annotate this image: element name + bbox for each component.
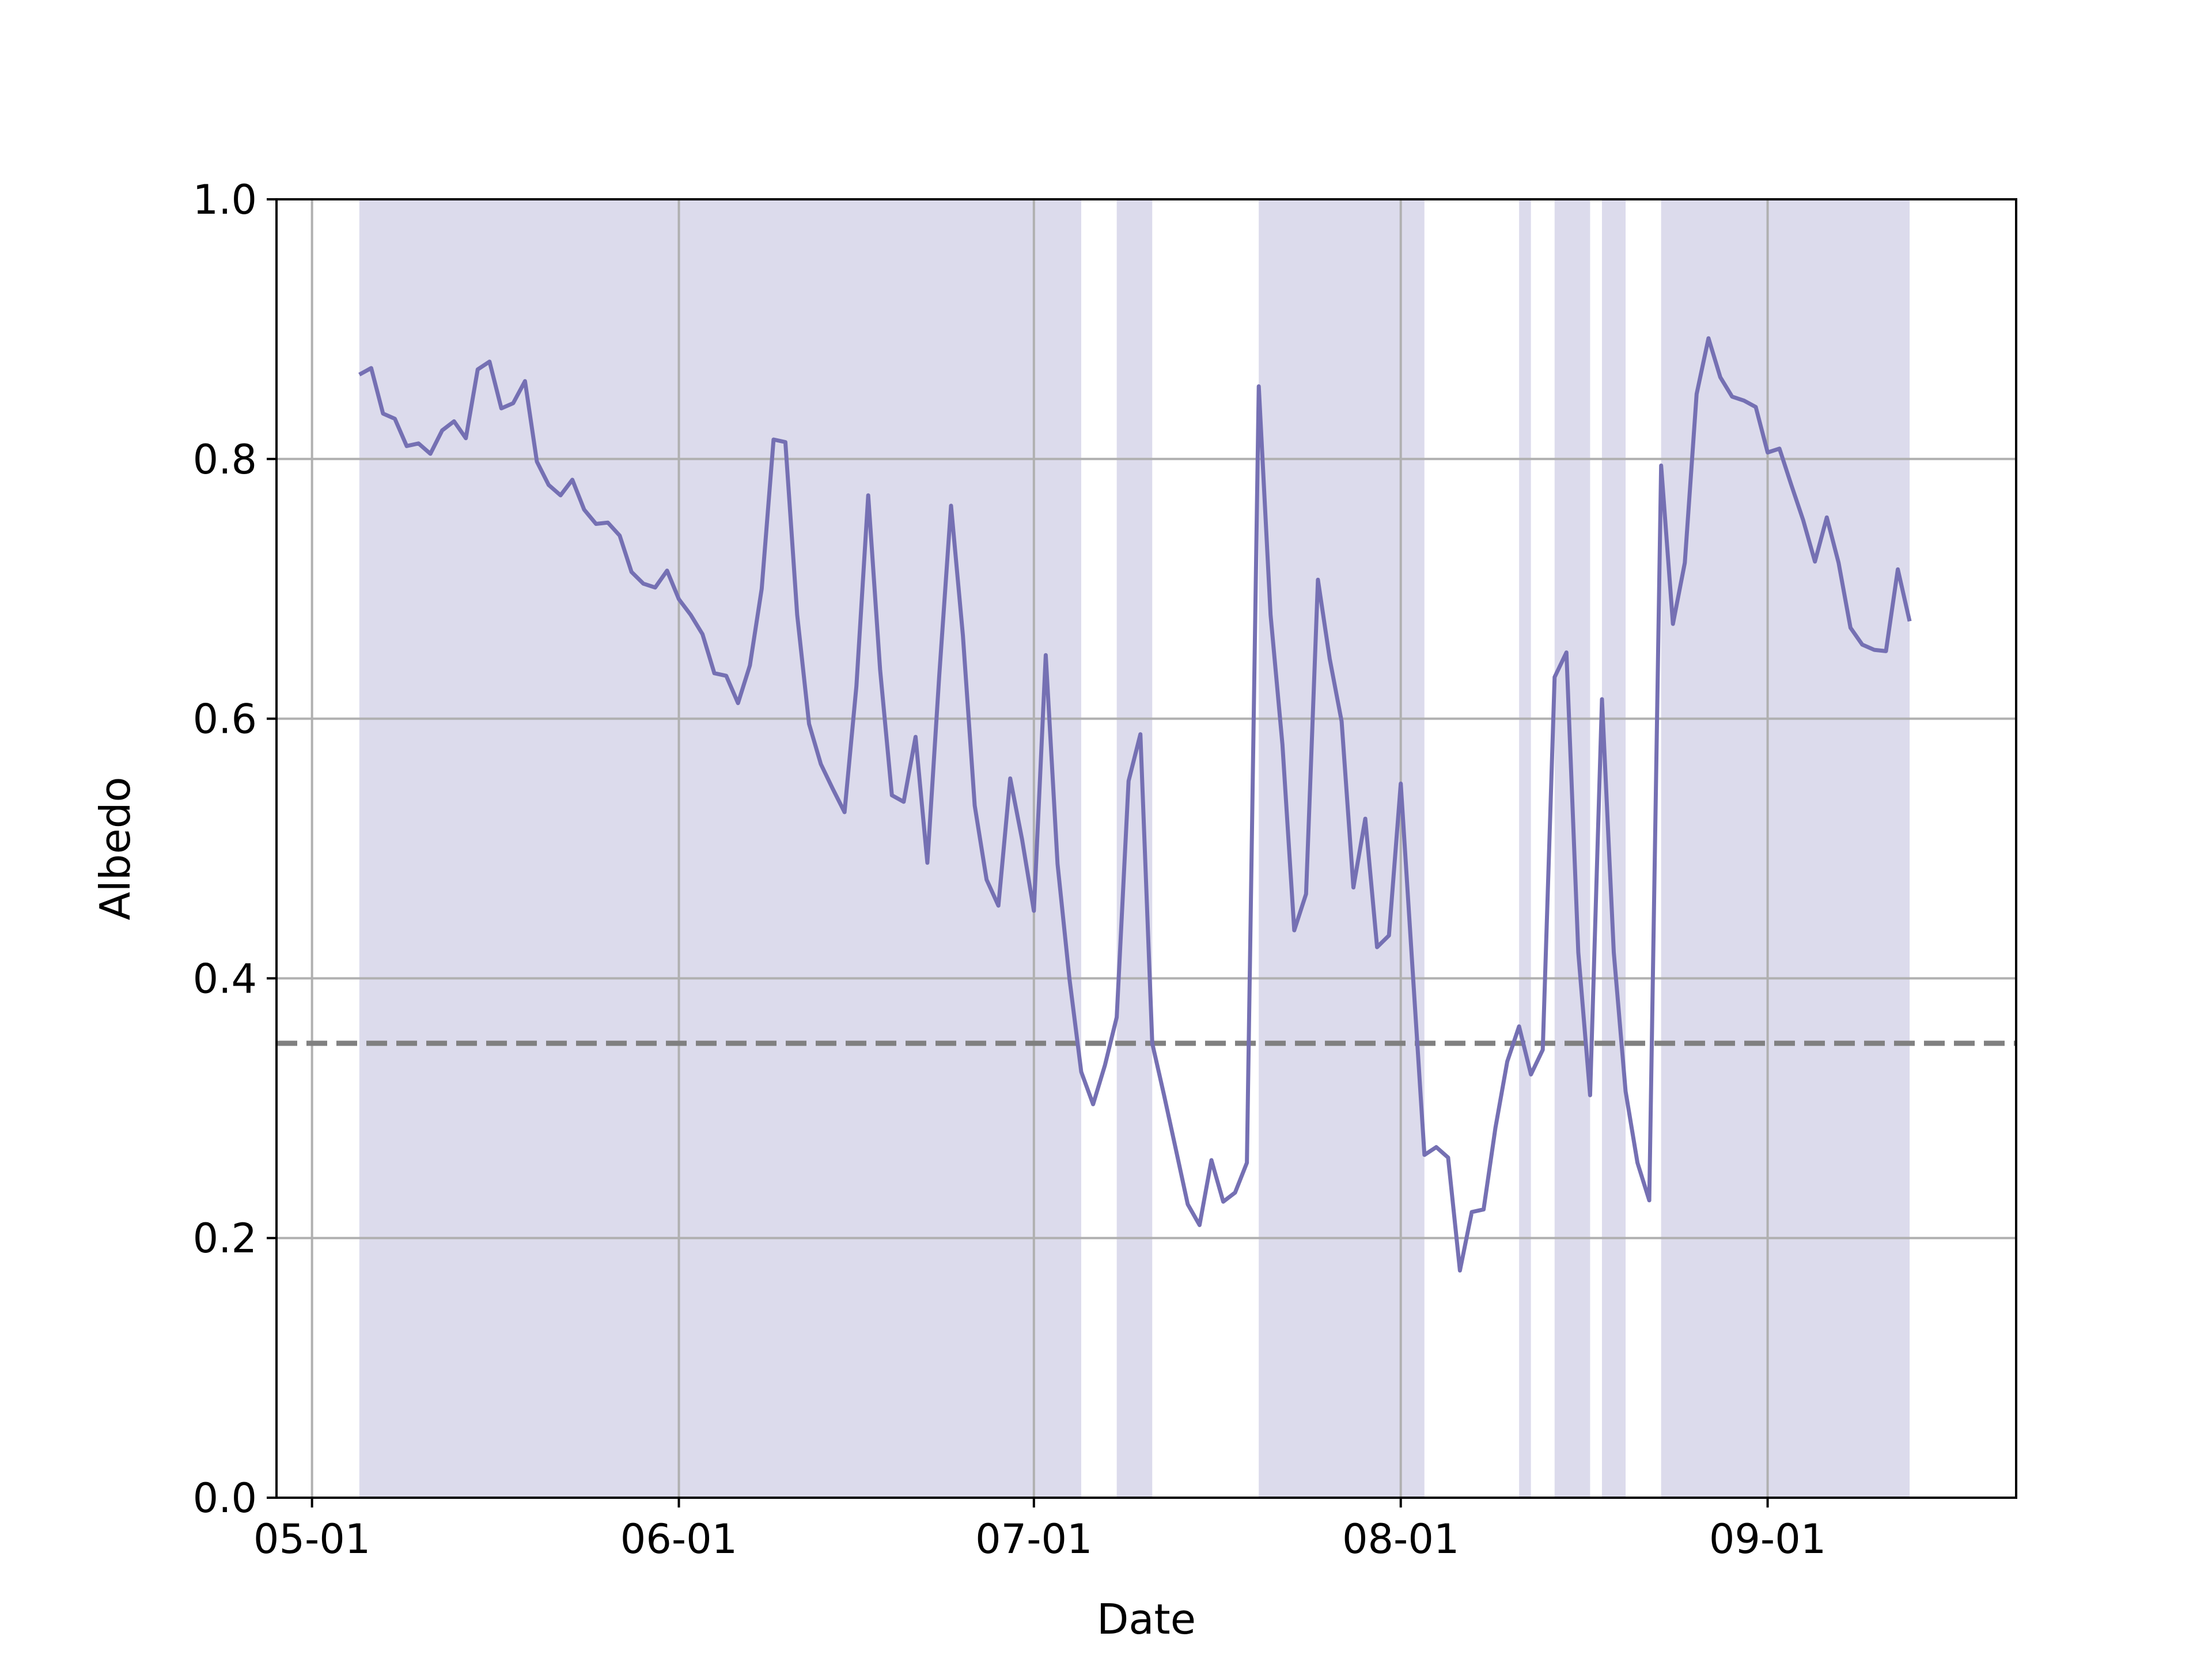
shaded-period-0 bbox=[359, 199, 1082, 1498]
y-tick-label-3: 0.6 bbox=[193, 696, 257, 743]
plot-frame bbox=[275, 198, 2017, 1499]
shaded-period-5 bbox=[1601, 199, 1626, 1498]
shaded-period-3 bbox=[1519, 199, 1531, 1498]
y-tick-label-2: 0.4 bbox=[193, 955, 257, 1002]
x-tick-label-4: 09-01 bbox=[1709, 1516, 1826, 1563]
y-tick-label-1: 0.2 bbox=[193, 1215, 257, 1262]
x-axis: 05-01 06-01 07-01 08-01 09-01 bbox=[253, 1498, 1826, 1563]
grid-lines bbox=[276, 198, 2016, 1499]
series-layer bbox=[358, 336, 1912, 1273]
x-tick-label-1: 06-01 bbox=[620, 1516, 737, 1563]
x-tick-label-2: 07-01 bbox=[975, 1516, 1092, 1563]
x-axis-label: Date bbox=[1097, 1595, 1196, 1643]
albedo-series-line bbox=[358, 336, 1912, 1273]
y-tick-label-0: 0.0 bbox=[193, 1475, 257, 1522]
y-axis-label: Albedo bbox=[91, 777, 139, 920]
shaded-period-1 bbox=[1116, 199, 1153, 1498]
y-tick-label-5: 1.0 bbox=[193, 176, 257, 224]
x-tick-label-0: 05-01 bbox=[253, 1516, 370, 1563]
y-axis: 0.0 0.2 0.4 0.6 0.8 1.0 bbox=[193, 176, 276, 1522]
shaded-period-6 bbox=[1661, 199, 1910, 1498]
shaded-period-2 bbox=[1259, 199, 1425, 1498]
shaded-periods bbox=[359, 199, 1910, 1498]
y-tick-label-4: 0.8 bbox=[193, 436, 257, 483]
x-tick-label-3: 08-01 bbox=[1342, 1516, 1459, 1563]
